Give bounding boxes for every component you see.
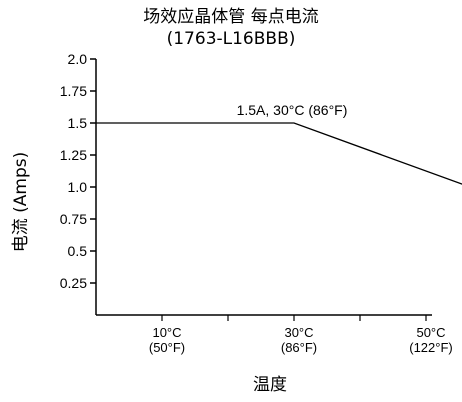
y-tick-label: 1.0 xyxy=(68,179,88,195)
x-ticks: 10°C(50°F)30°C(86°F)50°C(122°F)70°C(158°… xyxy=(149,315,453,355)
plot-area xyxy=(96,122,462,185)
y-tick-label: 0.5 xyxy=(68,243,88,259)
annotation-label: 1.5A, 30°C (86°F) xyxy=(237,102,348,118)
x-tick-label-c: 10°C xyxy=(152,325,181,340)
y-tick-label: 2.0 xyxy=(68,51,88,67)
y-tick-label: 0.25 xyxy=(60,275,87,291)
y-axis-label: 电流 (Amps) xyxy=(11,152,31,253)
chart-title-block: 场效应晶体管 每点电流 (1763-L16BBB) xyxy=(0,6,462,50)
annotations: 1.5A, 30°C (86°F)0.75A, 70°C (158°F) xyxy=(237,102,348,118)
y-tick-label: 1.75 xyxy=(60,83,87,99)
chart-subtitle: (1763-L16BBB) xyxy=(166,29,296,49)
x-axis-label: 温度 xyxy=(253,375,287,395)
x-tick-label-c: 30°C xyxy=(284,325,313,340)
x-tick-label-c: 50°C xyxy=(416,325,445,340)
derating-series-line xyxy=(96,122,462,185)
y-tick-label: 1.25 xyxy=(60,147,87,163)
x-tick-label-f: (86°F) xyxy=(281,340,317,355)
x-tick-label-f: (50°F) xyxy=(149,340,185,355)
y-ticks: 2.0 1.75 1.5 1.25 1.0 0.75 0.5 0.25 xyxy=(60,51,96,291)
x-tick-label-f: (122°F) xyxy=(409,340,453,355)
y-tick-label: 0.75 xyxy=(60,211,87,227)
chart-title: 场效应晶体管 每点电流 xyxy=(143,7,319,27)
y-tick-label: 1.5 xyxy=(68,115,88,131)
chart-axes xyxy=(95,59,432,316)
